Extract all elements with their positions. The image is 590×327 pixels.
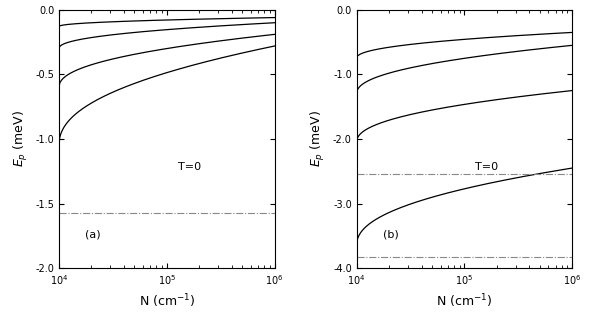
X-axis label: N (cm$^{-1}$): N (cm$^{-1}$) (139, 292, 195, 310)
Text: (a): (a) (85, 229, 100, 239)
Text: (b): (b) (382, 229, 398, 239)
X-axis label: N (cm$^{-1}$): N (cm$^{-1}$) (436, 292, 493, 310)
Text: T=0: T=0 (178, 162, 201, 172)
Text: T=0: T=0 (476, 162, 499, 172)
Y-axis label: $E_p$ (meV): $E_p$ (meV) (309, 111, 327, 167)
Y-axis label: $E_p$ (meV): $E_p$ (meV) (12, 111, 30, 167)
